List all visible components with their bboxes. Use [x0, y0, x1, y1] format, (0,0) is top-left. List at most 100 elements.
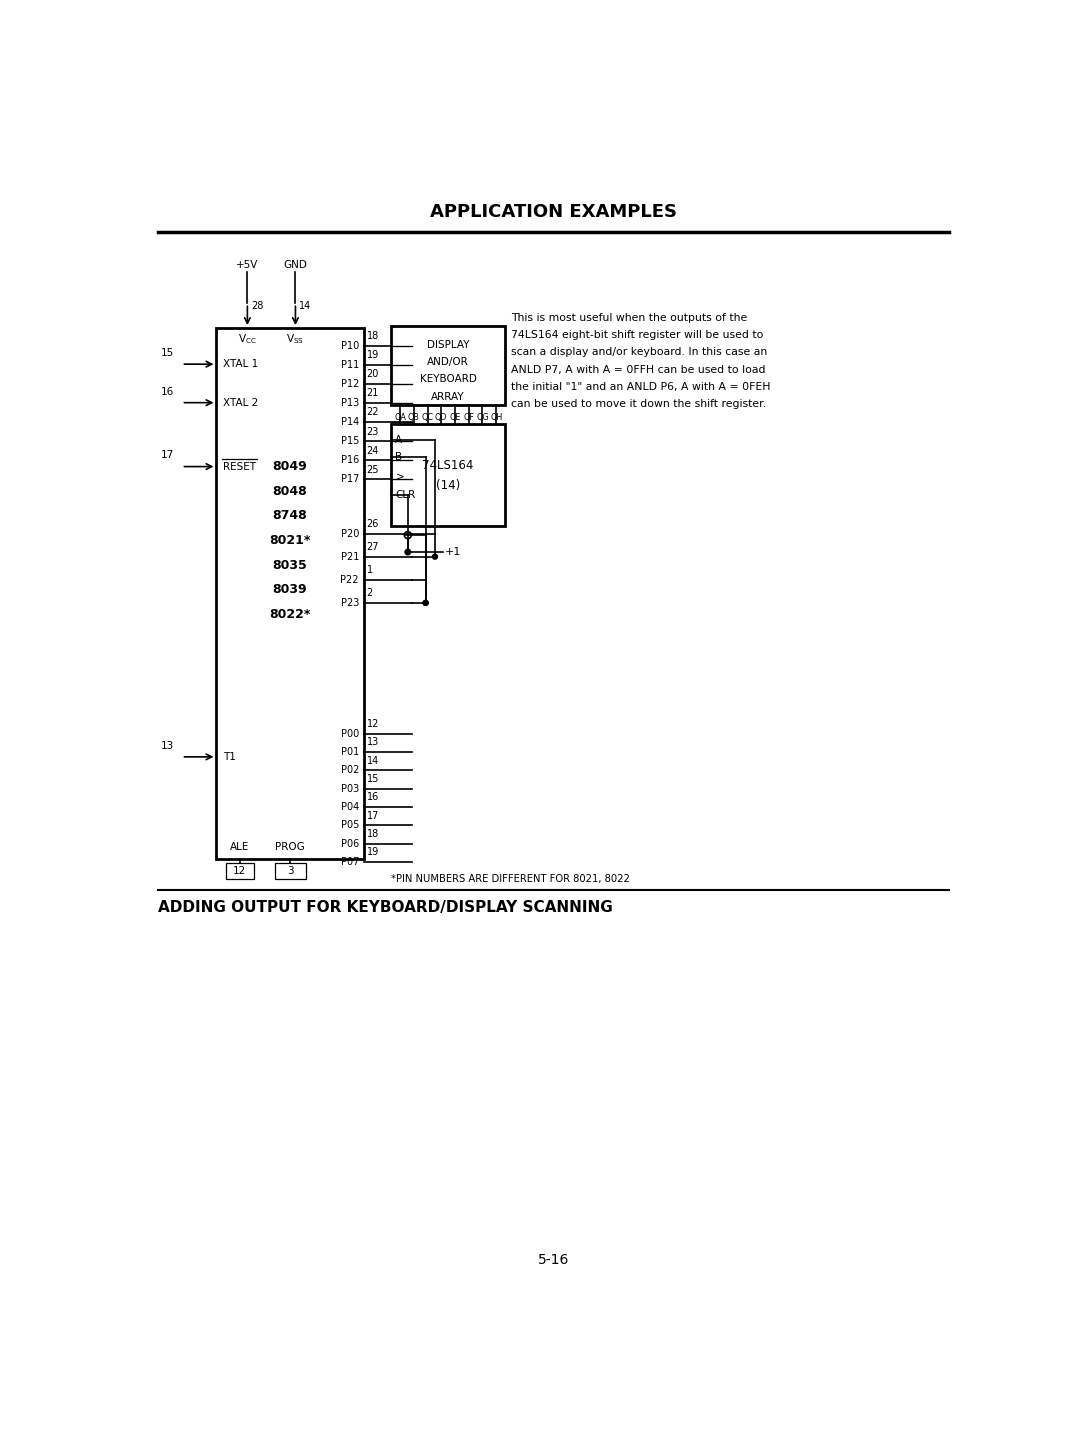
- Text: 22: 22: [367, 408, 379, 418]
- Text: QC: QC: [421, 412, 433, 422]
- Text: P15: P15: [340, 437, 359, 445]
- Text: can be used to move it down the shift register.: can be used to move it down the shift re…: [511, 399, 766, 410]
- Text: 12: 12: [233, 867, 246, 877]
- Circle shape: [405, 549, 410, 555]
- Text: P02: P02: [340, 766, 359, 776]
- Text: P16: P16: [340, 456, 359, 466]
- Text: scan a display and/or keyboard. In this case an: scan a display and/or keyboard. In this …: [511, 348, 767, 358]
- Text: P12: P12: [340, 379, 359, 389]
- Text: P21: P21: [340, 552, 359, 562]
- Text: *PIN NUMBERS ARE DIFFERENT FOR 8021, 8022: *PIN NUMBERS ARE DIFFERENT FOR 8021, 802…: [391, 874, 630, 884]
- Text: A: A: [395, 434, 403, 444]
- Text: P00: P00: [340, 729, 359, 739]
- Text: 20: 20: [367, 369, 379, 379]
- Text: 8049: 8049: [272, 460, 308, 473]
- Circle shape: [432, 555, 437, 559]
- Text: QG: QG: [476, 412, 489, 422]
- Text: 8048: 8048: [272, 484, 308, 497]
- Text: 15: 15: [161, 348, 174, 358]
- Text: 16: 16: [161, 387, 174, 397]
- Bar: [391, 424, 505, 526]
- Text: XTAL 1: XTAL 1: [222, 359, 258, 369]
- Text: the initial "1" and an ANLD P6, A with A = 0FEH: the initial "1" and an ANLD P6, A with A…: [511, 382, 770, 392]
- Text: 17: 17: [367, 810, 379, 821]
- Text: 5-16: 5-16: [538, 1253, 569, 1266]
- Text: 16: 16: [367, 792, 379, 802]
- Text: ARRAY: ARRAY: [431, 391, 464, 401]
- Text: AND/OR: AND/OR: [428, 356, 469, 366]
- Text: 23: 23: [367, 427, 379, 437]
- Text: 17: 17: [161, 450, 174, 460]
- Text: T1: T1: [222, 752, 235, 762]
- Text: 15: 15: [367, 775, 379, 785]
- Text: 18: 18: [367, 829, 379, 839]
- Text: QH: QH: [490, 412, 502, 422]
- Text: P23: P23: [340, 598, 359, 608]
- Text: 74LS164 eight-bit shift register will be used to: 74LS164 eight-bit shift register will be…: [511, 331, 764, 341]
- Text: 13: 13: [161, 740, 174, 750]
- Text: 3: 3: [286, 867, 294, 877]
- Text: P13: P13: [340, 398, 359, 408]
- Text: P14: P14: [340, 417, 359, 427]
- Text: 8035: 8035: [272, 559, 308, 572]
- Text: 2: 2: [367, 588, 373, 598]
- Text: P04: P04: [340, 802, 359, 812]
- Text: 26: 26: [367, 519, 379, 529]
- Text: P01: P01: [340, 747, 359, 757]
- Text: V$_{\rm SS}$: V$_{\rm SS}$: [286, 332, 305, 346]
- Text: QF: QF: [463, 412, 474, 422]
- Text: P05: P05: [340, 821, 359, 831]
- Text: 18: 18: [367, 331, 379, 341]
- Text: RESET: RESET: [222, 461, 256, 471]
- Text: 19: 19: [367, 351, 379, 361]
- Text: This is most useful when the outputs of the: This is most useful when the outputs of …: [511, 313, 747, 322]
- Text: +1: +1: [445, 547, 461, 558]
- Text: B: B: [395, 453, 403, 463]
- Text: KEYBOARD: KEYBOARD: [420, 374, 476, 384]
- Text: 25: 25: [367, 464, 379, 474]
- Text: ALE: ALE: [230, 842, 249, 852]
- Bar: [216, 328, 364, 859]
- Text: 8022*: 8022*: [269, 608, 311, 621]
- Text: (14): (14): [436, 480, 460, 493]
- Bar: [274, 864, 306, 878]
- Circle shape: [423, 601, 428, 605]
- Text: ADDING OUTPUT FOR KEYBOARD/DISPLAY SCANNING: ADDING OUTPUT FOR KEYBOARD/DISPLAY SCANN…: [159, 901, 613, 915]
- Text: DISPLAY: DISPLAY: [427, 339, 470, 349]
- Text: GND: GND: [283, 260, 308, 270]
- Text: P17: P17: [340, 474, 359, 484]
- Text: 19: 19: [367, 848, 379, 858]
- Text: P11: P11: [340, 359, 359, 369]
- Text: P22: P22: [340, 575, 359, 585]
- Text: APPLICATION EXAMPLES: APPLICATION EXAMPLES: [430, 204, 677, 221]
- Text: 28: 28: [252, 302, 264, 312]
- Text: 8748: 8748: [272, 509, 308, 523]
- Text: P10: P10: [340, 341, 359, 351]
- Text: QA: QA: [394, 412, 406, 422]
- Text: CLR: CLR: [395, 490, 416, 500]
- Text: 8021*: 8021*: [269, 535, 311, 547]
- Text: ANLD P7, A with A = 0FFH can be used to load: ANLD P7, A with A = 0FFH can be used to …: [511, 365, 766, 375]
- Text: 27: 27: [367, 542, 379, 552]
- Text: XTAL 2: XTAL 2: [222, 398, 258, 408]
- Bar: [391, 326, 505, 405]
- Text: 13: 13: [367, 737, 379, 747]
- Text: 1: 1: [367, 565, 373, 575]
- Text: P07: P07: [340, 856, 359, 867]
- Text: +5V: +5V: [237, 260, 258, 270]
- Bar: [226, 864, 254, 878]
- Text: 24: 24: [367, 445, 379, 456]
- Text: QB: QB: [408, 412, 420, 422]
- Text: PROG: PROG: [275, 842, 305, 852]
- Text: QE: QE: [449, 412, 461, 422]
- Text: 14: 14: [367, 756, 379, 766]
- Text: V$_{\rm CC}$: V$_{\rm CC}$: [238, 332, 257, 346]
- Circle shape: [423, 601, 428, 605]
- Text: P20: P20: [340, 529, 359, 539]
- Text: 21: 21: [367, 388, 379, 398]
- Text: 8039: 8039: [272, 583, 308, 596]
- Text: >: >: [395, 471, 404, 481]
- Text: P06: P06: [340, 839, 359, 849]
- Text: QD: QD: [435, 412, 447, 422]
- Text: P03: P03: [340, 783, 359, 793]
